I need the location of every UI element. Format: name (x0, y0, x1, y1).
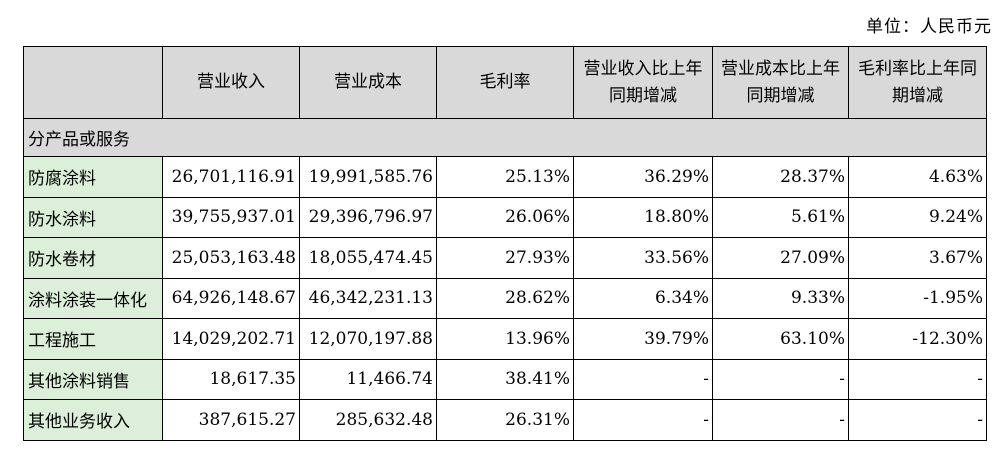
cell-cost-yoy: - (712, 399, 849, 441)
cell-cost: 46,342,231.13 (299, 277, 437, 319)
cell-gross-margin: 38.41% (436, 358, 574, 400)
table-row: 防水涂料 39,755,937.01 29,396,796.97 26.06% … (23, 196, 987, 238)
table-row: 工程施工 14,029,202.71 12,070,197.88 13.96% … (23, 318, 987, 360)
cell-margin-yoy: 4.63% (848, 156, 987, 198)
revenue-by-product-table: 营业收入 营业成本 毛利率 营业收入比上年同期增减 营业成本比上年同期增减 毛利… (23, 46, 987, 441)
cell-cost: 29,396,796.97 (299, 196, 437, 238)
table-row: 防水卷材 25,053,163.48 18,055,474.45 27.93% … (23, 237, 987, 279)
row-label: 防水卷材 (23, 237, 163, 279)
cell-cost-yoy: 63.10% (712, 318, 849, 360)
cell-gross-margin: 25.13% (436, 156, 574, 198)
row-label: 防水涂料 (23, 196, 163, 238)
cell-cost-yoy: 27.09% (712, 237, 849, 279)
cell-cost: 11,466.74 (299, 358, 437, 400)
cell-margin-yoy: -12.30% (848, 318, 987, 360)
section-row: 分产品或服务 (23, 118, 987, 157)
cell-gross-margin: 26.31% (436, 399, 574, 441)
cell-revenue-yoy: - (573, 358, 713, 400)
cell-revenue-yoy: 18.80% (573, 196, 713, 238)
row-label: 防腐涂料 (23, 156, 163, 198)
unit-label: 单位：人民币元 (866, 17, 992, 37)
cell-cost-yoy: - (712, 358, 849, 400)
header-row: 营业收入 营业成本 毛利率 营业收入比上年同期增减 营业成本比上年同期增减 毛利… (23, 46, 987, 119)
cell-gross-margin: 27.93% (436, 237, 574, 279)
row-label: 其他业务收入 (23, 399, 163, 441)
cell-cost-yoy: 9.33% (712, 277, 849, 319)
cell-revenue: 25,053,163.48 (162, 237, 300, 279)
cell-margin-yoy: - (848, 399, 987, 441)
header-cell-margin-yoy: 毛利率比上年同期增减 (848, 46, 987, 119)
header-cell-gross-margin: 毛利率 (436, 46, 574, 119)
header-cell-empty (23, 46, 163, 119)
row-label: 涂料涂装一体化 (23, 277, 163, 319)
cell-revenue-yoy: 33.56% (573, 237, 713, 279)
cell-margin-yoy: 9.24% (848, 196, 987, 238)
cell-cost-yoy: 5.61% (712, 196, 849, 238)
cell-margin-yoy: 3.67% (848, 237, 987, 279)
section-label: 分产品或服务 (23, 118, 987, 157)
cell-revenue: 18,617.35 (162, 358, 300, 400)
cell-revenue-yoy: 36.29% (573, 156, 713, 198)
cell-gross-margin: 26.06% (436, 196, 574, 238)
cell-revenue: 387,615.27 (162, 399, 300, 441)
header-cell-revenue: 营业收入 (162, 46, 300, 119)
cell-cost: 19,991,585.76 (299, 156, 437, 198)
table-row: 其他涂料销售 18,617.35 11,466.74 38.41% - - - (23, 358, 987, 400)
table-row: 防腐涂料 26,701,116.91 19,991,585.76 25.13% … (23, 156, 987, 198)
header-cell-cost: 营业成本 (299, 46, 437, 119)
cell-revenue: 26,701,116.91 (162, 156, 300, 198)
table-row: 涂料涂装一体化 64,926,148.67 46,342,231.13 28.6… (23, 277, 987, 319)
header-cell-cost-yoy: 营业成本比上年同期增减 (712, 46, 849, 119)
cell-margin-yoy: - (848, 358, 987, 400)
cell-gross-margin: 13.96% (436, 318, 574, 360)
row-label: 工程施工 (23, 318, 163, 360)
cell-margin-yoy: -1.95% (848, 277, 987, 319)
cell-cost: 12,070,197.88 (299, 318, 437, 360)
cell-cost-yoy: 28.37% (712, 156, 849, 198)
header-cell-revenue-yoy: 营业收入比上年同期增减 (573, 46, 713, 119)
table-row: 其他业务收入 387,615.27 285,632.48 26.31% - - … (23, 399, 987, 441)
cell-gross-margin: 28.62% (436, 277, 574, 319)
cell-revenue-yoy: 6.34% (573, 277, 713, 319)
row-label: 其他涂料销售 (23, 358, 163, 400)
cell-revenue: 39,755,937.01 (162, 196, 300, 238)
cell-revenue-yoy: - (573, 399, 713, 441)
cell-cost: 285,632.48 (299, 399, 437, 441)
cell-cost: 18,055,474.45 (299, 237, 437, 279)
cell-revenue-yoy: 39.79% (573, 318, 713, 360)
cell-revenue: 64,926,148.67 (162, 277, 300, 319)
cell-revenue: 14,029,202.71 (162, 318, 300, 360)
